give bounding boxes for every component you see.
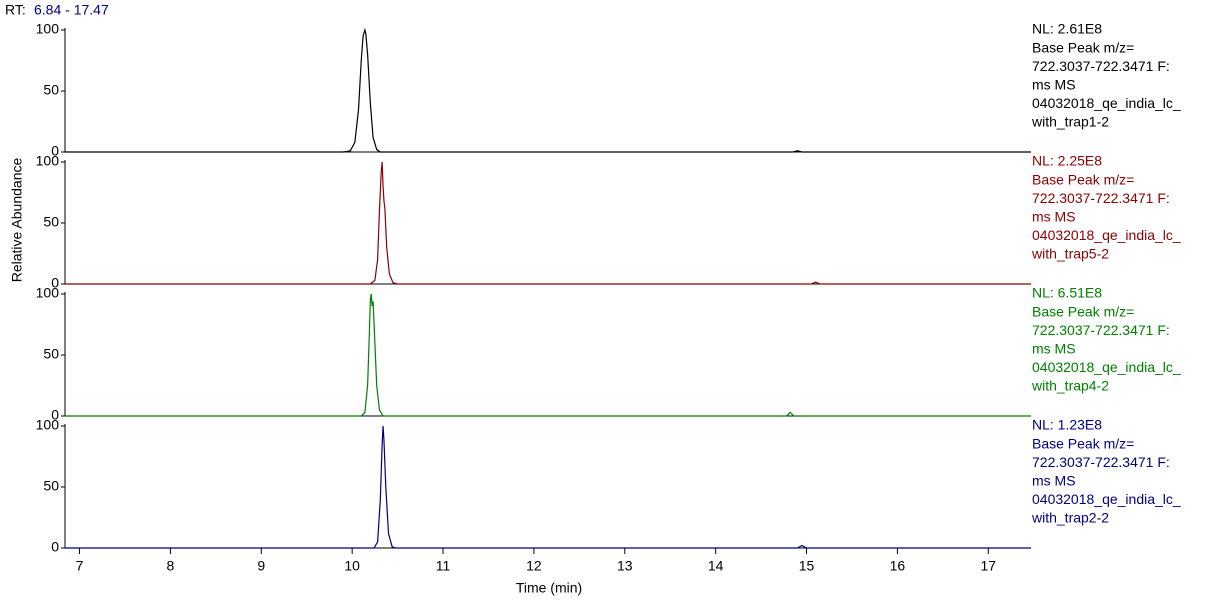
- x-tick-label: 7: [76, 558, 84, 574]
- y-tick-label: 0: [51, 275, 59, 291]
- legend-line: ms MS: [1032, 473, 1076, 489]
- y-tick-label: 100: [36, 285, 60, 301]
- y-tick-label: 0: [51, 407, 59, 423]
- legend-line: ms MS: [1032, 209, 1076, 225]
- y-tick-label: 50: [43, 346, 59, 362]
- legend-line: 722.3037-722.3471 F:: [1032, 58, 1170, 74]
- x-tick-label: 14: [708, 558, 724, 574]
- legend-line: with_trap2-2: [1031, 510, 1109, 526]
- y-tick-label: 50: [43, 214, 59, 230]
- y-axis-label: Relative Abundance: [9, 158, 25, 283]
- trace: [65, 161, 1031, 285]
- y-tick-label: 0: [51, 143, 59, 159]
- x-axis-label: Time (min): [516, 580, 582, 596]
- legend-line: 722.3037-722.3471 F:: [1032, 190, 1170, 206]
- x-tick-label: 12: [526, 558, 542, 574]
- legend-line: ms MS: [1032, 341, 1076, 357]
- x-tick-label: 15: [799, 558, 815, 574]
- x-tick-label: 9: [257, 558, 265, 574]
- rt-label: RT:: [5, 2, 26, 18]
- trace: [65, 293, 1031, 417]
- legend-line: 04032018_qe_india_lc_: [1032, 95, 1181, 111]
- legend-line: Base Peak m/z=: [1032, 435, 1134, 451]
- y-tick-label: 100: [36, 21, 60, 37]
- x-tick-label: 17: [980, 558, 996, 574]
- y-tick-label: 0: [51, 539, 59, 555]
- legend-line: Base Peak m/z=: [1032, 171, 1134, 187]
- legend-line: 04032018_qe_india_lc_: [1032, 359, 1181, 375]
- y-tick-label: 100: [36, 417, 60, 433]
- x-tick-label: 13: [617, 558, 633, 574]
- legend-line: NL: 6.51E8: [1032, 285, 1102, 301]
- y-tick-label: 50: [43, 478, 59, 494]
- legend-line: 722.3037-722.3471 F:: [1032, 454, 1170, 470]
- x-tick-label: 8: [167, 558, 175, 574]
- x-tick-label: 16: [890, 558, 906, 574]
- y-tick-label: 50: [43, 82, 59, 98]
- x-tick-label: 11: [436, 558, 451, 574]
- rt-range: 6.84 - 17.47: [34, 2, 109, 18]
- legend-line: NL: 2.61E8: [1032, 21, 1102, 37]
- legend-line: with_trap1-2: [1031, 114, 1109, 130]
- legend-line: with_trap5-2: [1031, 246, 1109, 262]
- legend-line: NL: 2.25E8: [1032, 153, 1102, 169]
- y-tick-label: 100: [36, 153, 60, 169]
- trace: [65, 27, 1031, 153]
- legend-line: 04032018_qe_india_lc_: [1032, 227, 1181, 243]
- x-tick-label: 10: [344, 558, 360, 574]
- legend-line: 722.3037-722.3471 F:: [1032, 322, 1170, 338]
- legend-line: with_trap4-2: [1031, 378, 1109, 394]
- legend-line: NL: 1.23E8: [1032, 417, 1102, 433]
- legend-line: 04032018_qe_india_lc_: [1032, 491, 1181, 507]
- legend-line: Base Peak m/z=: [1032, 303, 1134, 319]
- trace: [65, 425, 1031, 549]
- legend-line: ms MS: [1032, 77, 1076, 93]
- legend-line: Base Peak m/z=: [1032, 39, 1134, 55]
